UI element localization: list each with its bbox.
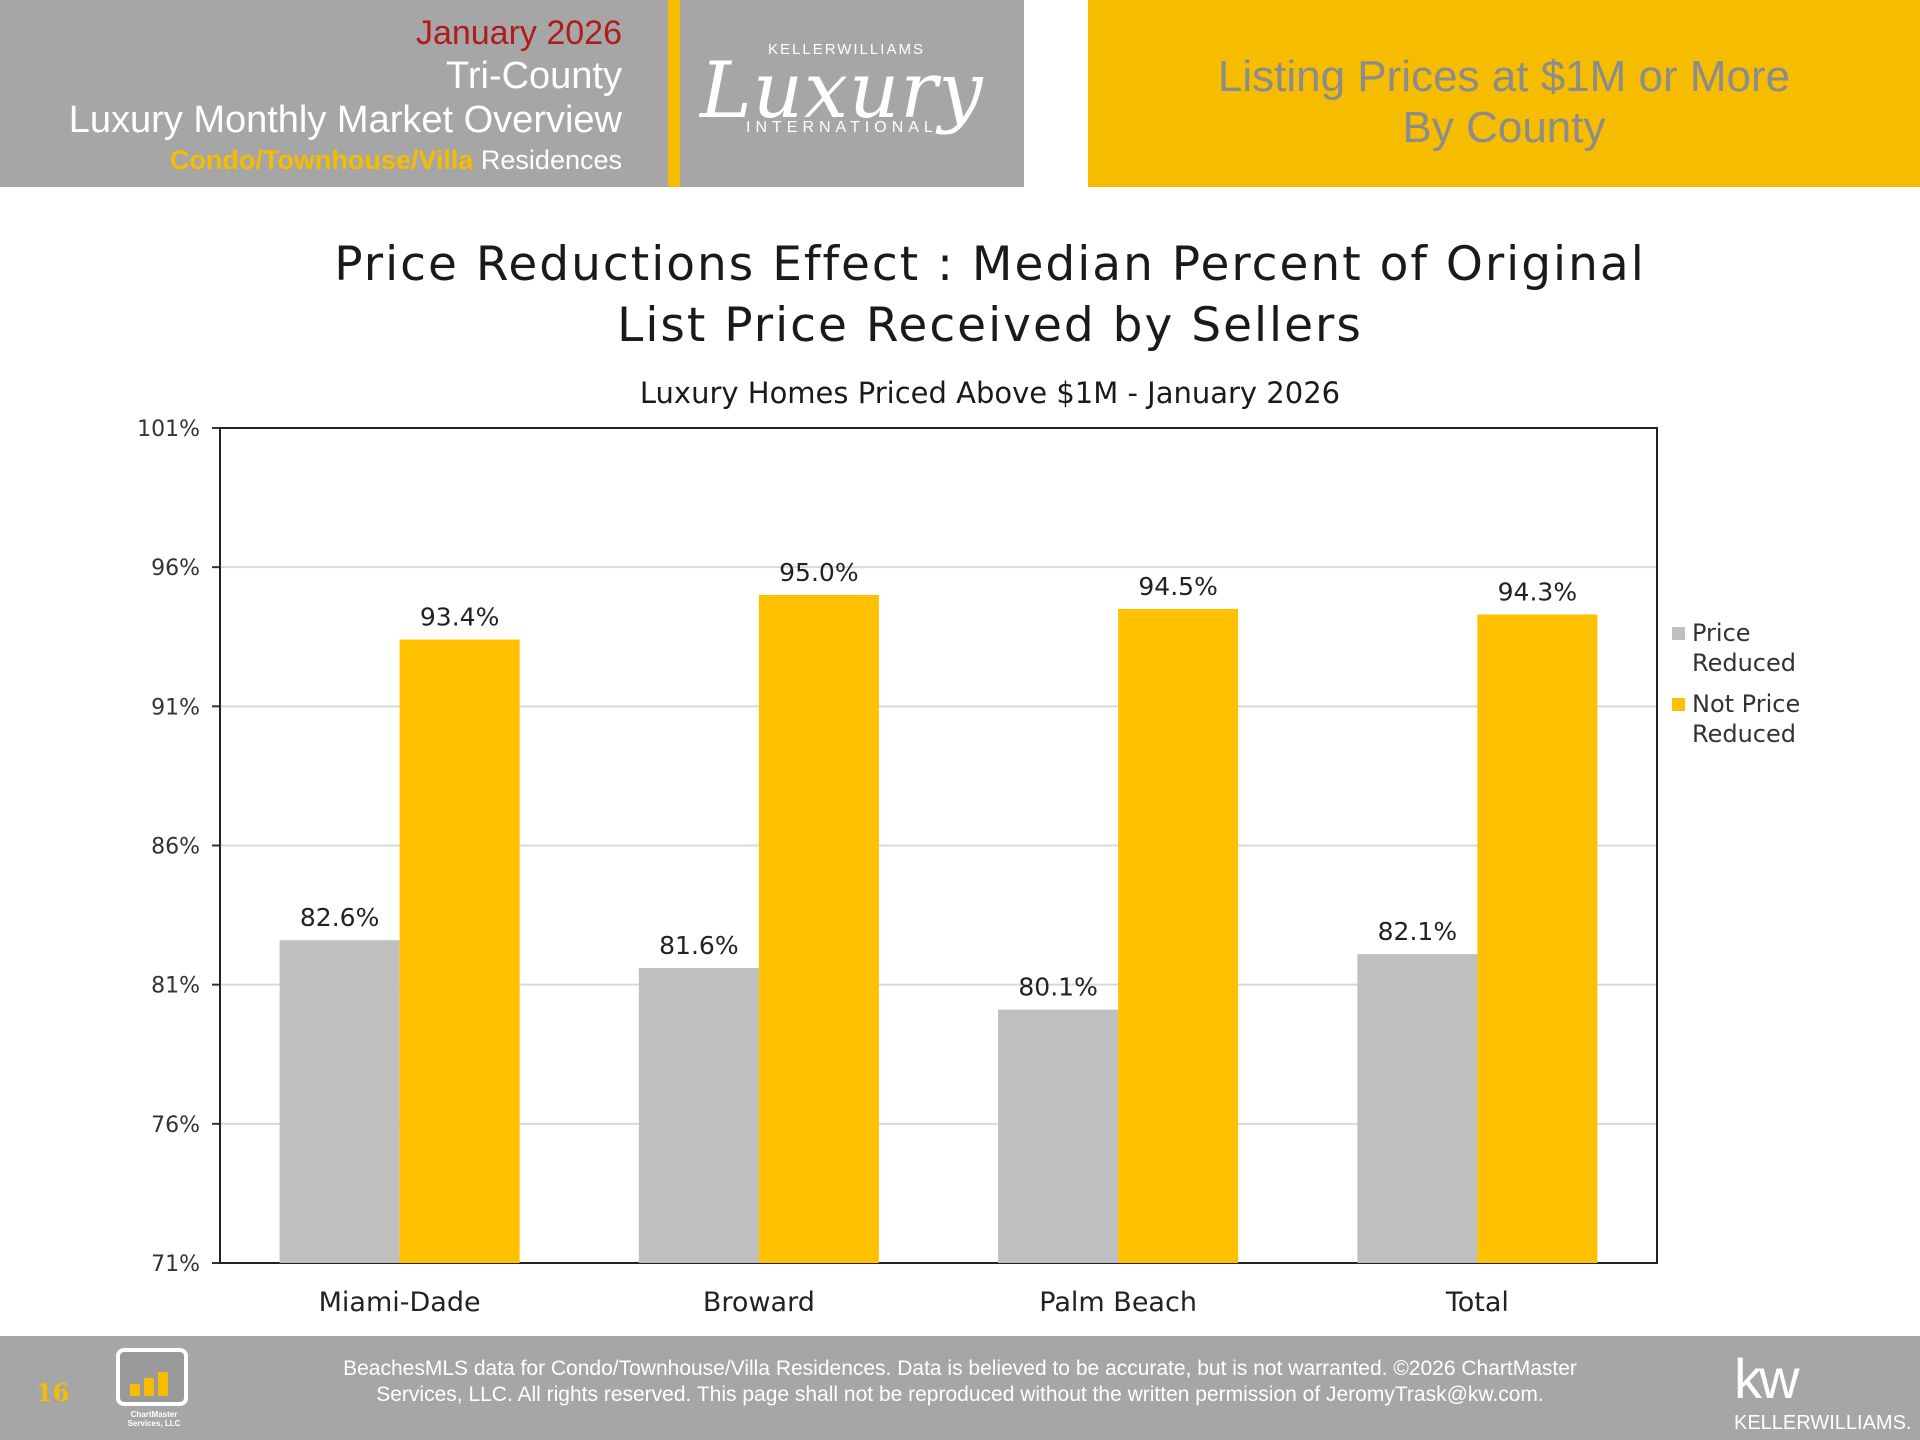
header-divider (668, 0, 680, 187)
logo-bottom-text: INTERNATIONAL (746, 119, 938, 136)
y-tick-label: 81% (151, 974, 200, 999)
report-region: Tri-County (446, 55, 622, 97)
bar-price-reduced (998, 1009, 1119, 1263)
logo-bar-3 (158, 1372, 168, 1396)
bar-not-price-reduced (1477, 614, 1598, 1263)
logo-main-text: Luxury (700, 46, 984, 136)
logo-bar-2 (144, 1378, 154, 1396)
segment-rest: Residences (480, 145, 622, 175)
logo-bar-1 (130, 1384, 140, 1396)
report-segment: Condo/Townhouse/Villa Residences (170, 145, 622, 176)
legend-item-price-reduced: Price Reduced (1672, 618, 1842, 678)
data-label: 93.4% (420, 603, 499, 632)
chart-subtitle: Luxury Homes Priced Above $1M - January … (639, 376, 1341, 410)
data-label: 95.0% (779, 558, 858, 587)
section-title-line2: By County (1402, 103, 1606, 152)
data-label: 94.3% (1498, 577, 1577, 606)
data-label: 94.5% (1138, 572, 1217, 601)
data-label: 82.6% (300, 903, 379, 932)
x-tick-label: Total (1445, 1287, 1509, 1318)
footer-bar: 16 ChartMaster Services, LLC BeachesMLS … (0, 1336, 1920, 1440)
x-tick-label: Broward (703, 1287, 815, 1318)
disclaimer-line1: BeachesMLS data for Condo/Townhouse/Vill… (343, 1357, 1577, 1380)
page-number: 16 (36, 1378, 70, 1407)
legend-swatch-price-reduced (1672, 627, 1685, 640)
x-tick-label: Miami-Dade (319, 1287, 481, 1318)
legend-label-price-reduced-1: Price (1692, 619, 1751, 647)
chart-title-line1: Price Reductions Effect : Median Percent… (334, 237, 1646, 292)
bar-not-price-reduced (399, 639, 520, 1263)
disclaimer-line2: Services, LLC. All rights reserved. This… (376, 1383, 1544, 1406)
bar-not-price-reduced (758, 595, 879, 1263)
kw-luxury-logo: KELLERWILLIAMS Luxury INTERNATIONAL (680, 0, 1024, 187)
section-header: Listing Prices at $1M or More By County (1088, 0, 1920, 187)
report-header-panel: January 2026 Tri-County Luxury Monthly M… (0, 0, 668, 187)
data-label: 81.6% (659, 931, 738, 960)
kw-logo-mark: kw (1734, 1347, 1799, 1410)
y-tick-label: 76% (151, 1113, 200, 1138)
legend-swatch-not-price-reduced (1672, 698, 1685, 711)
kw-logo-name: KELLERWILLIAMS. (1734, 1412, 1912, 1434)
y-tick-label: 71% (151, 1252, 200, 1277)
y-tick-label: 91% (151, 695, 200, 720)
bar-price-reduced (1357, 954, 1478, 1263)
bar-price-reduced (279, 940, 400, 1263)
bar-not-price-reduced (1118, 608, 1239, 1263)
y-tick-label: 101% (137, 417, 200, 442)
section-title-line1: Listing Prices at $1M or More (1217, 52, 1791, 101)
x-tick-label: Palm Beach (1039, 1287, 1197, 1318)
logo-name-line2: Services, LLC (127, 1419, 181, 1428)
bar-price-reduced (638, 967, 759, 1263)
report-title: Luxury Monthly Market Overview (68, 99, 622, 141)
y-tick-label: 86% (151, 835, 200, 860)
legend-label-not-reduced-1: Not Price (1692, 690, 1801, 718)
chart-title-line2: List Price Received by Sellers (617, 298, 1363, 353)
chartmaster-logo-name: ChartMaster Services, LLC (112, 1410, 196, 1428)
plot-area-border (219, 427, 1658, 1264)
segment-highlight: Condo/Townhouse/Villa (169, 145, 474, 175)
legend-item-not-price-reduced: Not Price Reduced (1672, 689, 1842, 749)
legend-label-not-reduced-2: Reduced (1692, 720, 1797, 748)
chart-legend: Price Reduced Not Price Reduced (1672, 618, 1842, 760)
data-label: 80.1% (1018, 973, 1097, 1002)
data-label: 82.1% (1378, 917, 1457, 946)
legend-label-price-reduced-2: Reduced (1692, 649, 1797, 677)
logo-top-text: KELLERWILLIAMS (768, 41, 925, 58)
footer-disclaimer: BeachesMLS data for Condo/Townhouse/Vill… (250, 1356, 1670, 1408)
y-tick-label: 96% (151, 556, 200, 581)
report-date: January 2026 (415, 14, 622, 52)
chartmaster-logo-icon (116, 1348, 188, 1406)
logo-name-line1: ChartMaster (130, 1410, 178, 1419)
bar-chart: 71% 76% 81% 86% 91% 96% 101% 82.6% 93.4% Miami-Da… (137, 417, 1658, 1318)
